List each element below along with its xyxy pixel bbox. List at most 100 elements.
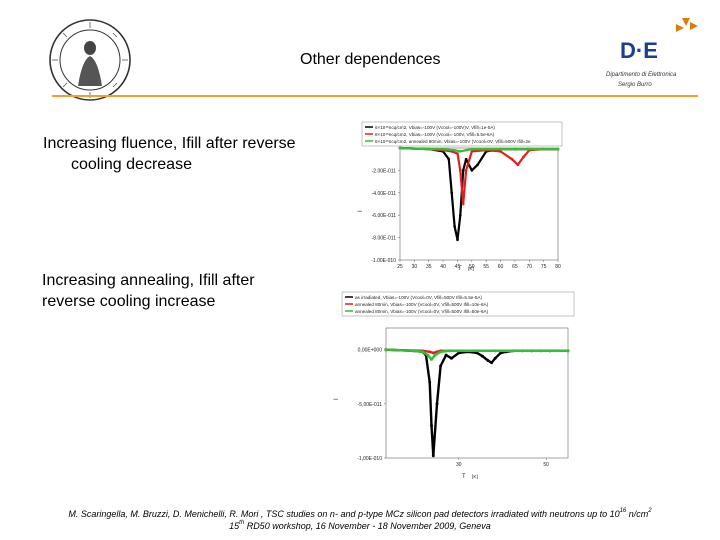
plot-frame <box>385 327 569 459</box>
citation-exponent: 16 <box>619 508 627 514</box>
series-line <box>399 146 558 206</box>
data-point <box>530 349 534 353</box>
x-tick-label: 45 <box>455 264 461 270</box>
x-tick-label: 80 <box>555 264 561 270</box>
x-tick-label: 50 <box>543 462 549 468</box>
x-tick-label: 50 <box>469 264 475 270</box>
y-tick-label: -1.00E-010 <box>371 258 396 264</box>
x-tick-label: 35 <box>426 264 432 270</box>
data-point <box>439 364 443 368</box>
data-point <box>522 155 525 159</box>
data-point <box>499 351 503 355</box>
y-tick-label: -2.00E-011 <box>372 168 397 174</box>
series-2 <box>398 146 560 206</box>
logo-subtitle-1: Dipartimento di Elettronica <box>606 72 677 78</box>
data-point <box>464 169 468 172</box>
data-point <box>458 169 462 172</box>
header-rule <box>52 95 698 97</box>
data-point <box>499 150 502 153</box>
data-point <box>430 357 433 361</box>
data-point <box>453 148 456 152</box>
data-point <box>484 147 488 151</box>
data-point <box>428 380 432 384</box>
logo-subtitle-2: Sergio Burro <box>618 82 652 88</box>
legend-entry: annealed 80min, Vbias=-100V (Vcool=0V, V… <box>355 302 489 307</box>
x-tick-label: 75 <box>541 264 547 270</box>
bullet-fluence: Increasing fluence, Ifill after reverse … <box>43 133 343 175</box>
data-point <box>444 353 448 357</box>
data-point <box>439 350 443 354</box>
data-point <box>426 353 430 357</box>
data-point <box>457 351 461 355</box>
data-point <box>464 157 468 161</box>
data-point <box>458 150 462 153</box>
data-point <box>431 351 435 355</box>
data-point <box>450 191 454 195</box>
data-point <box>450 356 453 360</box>
data-point <box>431 454 435 458</box>
data-point <box>430 424 433 427</box>
legend-entry: 6×10¹⁵ncq/cm2, Vbias=-100V (Vcool=-100V)… <box>375 125 495 130</box>
x-tick-label: 30 <box>456 462 462 468</box>
data-point <box>398 146 402 150</box>
workshop-number: 15 <box>229 521 240 531</box>
legend-entry: annealed 80min, Vbias=-100V (Vcool=0V, V… <box>355 309 489 314</box>
slide-title: Other dependences <box>300 51 441 68</box>
data-point <box>411 349 415 353</box>
data-point <box>470 147 474 151</box>
citation-text: M. Scaringella, M. Bruzzi, D. Menichelli… <box>68 509 620 519</box>
data-point <box>456 152 459 155</box>
logo-text: D·E <box>620 38 658 63</box>
data-point <box>510 157 514 161</box>
x-tick-label: 70 <box>526 264 532 270</box>
data-point <box>433 353 437 357</box>
data-point <box>441 147 445 151</box>
x-tick-label: 55 <box>483 264 489 270</box>
data-point <box>475 349 479 353</box>
y-tick-label: -4.00E-011 <box>372 191 397 197</box>
data-point <box>548 349 552 353</box>
bullet-annealing: Increasing annealing, Ifill after revers… <box>42 270 342 312</box>
data-point <box>490 361 494 365</box>
data-point <box>493 356 497 360</box>
data-point <box>420 350 424 354</box>
x-tick-label: 60 <box>498 264 504 270</box>
x-tick-label: 30 <box>412 264 418 270</box>
data-point <box>384 348 388 352</box>
data-point <box>456 238 459 242</box>
data-point <box>448 349 452 353</box>
chart-annealing: as irradiated, Vbias=-100V (Vcool=0V, Vf… <box>334 291 575 480</box>
legend-entry: as irradiated, Vbias=-100V (Vcool=0V, Vf… <box>355 295 482 300</box>
data-point <box>447 157 451 161</box>
y-tick-label: -1,00E-010 <box>357 456 382 462</box>
data-point <box>453 225 456 228</box>
data-point <box>470 169 474 172</box>
series-line <box>399 146 558 241</box>
workshop-text: RD50 workshop, 16 November - 18 November… <box>244 521 491 531</box>
data-point <box>475 351 479 355</box>
y-tick-label: -8.00E-011 <box>372 236 397 242</box>
data-point <box>427 147 431 151</box>
data-point <box>461 169 465 172</box>
legend-entry: 8×10¹⁵ncq/cm2, Vbias=-100V (Vcool=-100V,… <box>375 132 495 137</box>
data-point <box>476 163 479 167</box>
department-logo: D·E Dipartimento di Elettronica Sergio B… <box>606 18 698 88</box>
y-tick-label: 0,00E+000 <box>358 348 383 354</box>
data-point <box>486 359 490 362</box>
series-1 <box>384 348 570 458</box>
university-seal-logo <box>49 19 131 101</box>
data-point <box>464 148 468 152</box>
citation-unit: n/cm <box>626 509 649 519</box>
bullet-line: Increasing annealing, Ifill after <box>42 272 255 289</box>
y-axis-label: I <box>358 210 364 212</box>
data-point <box>527 147 531 151</box>
series-3 <box>398 146 560 153</box>
series-1 <box>398 146 560 242</box>
citation-unit-exponent: 2 <box>648 508 652 514</box>
x-tick-label: 25 <box>397 264 403 270</box>
footer-citation: M. Scaringella, M. Bruzzi, D. Menichelli… <box>0 508 720 532</box>
bullet-line: reverse cooling increase <box>42 293 216 310</box>
legend-box <box>361 121 563 147</box>
data-point <box>513 147 517 151</box>
x-axis-unit: [K] <box>468 266 474 272</box>
